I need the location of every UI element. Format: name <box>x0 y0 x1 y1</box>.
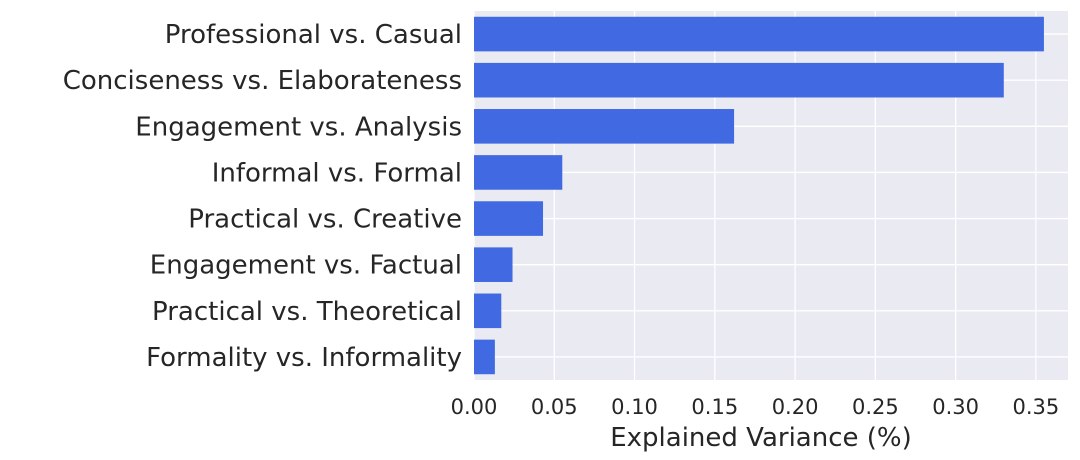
x-tick-label: 0.30 <box>932 395 979 419</box>
y-category-label: Professional vs. Casual <box>165 20 462 50</box>
y-category-label: Conciseness vs. Elaborateness <box>63 66 462 96</box>
y-category-label: Engagement vs. Factual <box>150 251 462 281</box>
bar <box>474 293 502 329</box>
x-tick-label: 0.15 <box>691 395 738 419</box>
x-tick-label: 0.05 <box>531 395 578 419</box>
bar <box>474 155 563 190</box>
bar <box>474 109 735 144</box>
y-category-label: Engagement vs. Analysis <box>135 112 462 142</box>
bar <box>474 16 1044 52</box>
x-tick-label: 0.25 <box>852 395 899 419</box>
bars <box>474 16 1044 375</box>
y-category-label: Practical vs. Creative <box>188 205 462 235</box>
x-tick-label: 0.35 <box>1013 395 1060 419</box>
bar <box>474 201 544 236</box>
x-tick-label: 0.10 <box>611 395 658 419</box>
bar <box>474 339 495 375</box>
y-category-label: Informal vs. Formal <box>212 158 462 188</box>
x-tick-labels: 0.00 0.05 0.10 0.15 0.20 0.25 0.30 0.35 <box>451 395 1060 419</box>
bar <box>474 247 513 282</box>
y-category-label: Formality vs. Informality <box>146 343 462 373</box>
x-tick-label: 0.20 <box>772 395 819 419</box>
bar <box>474 62 1004 98</box>
x-axis-title: Explained Variance (%) <box>610 423 912 453</box>
y-category-label: Practical vs. Theoretical <box>152 297 462 327</box>
x-tick-label: 0.00 <box>451 395 498 419</box>
category-labels: Professional vs. Casual Conciseness vs. E… <box>63 20 462 373</box>
